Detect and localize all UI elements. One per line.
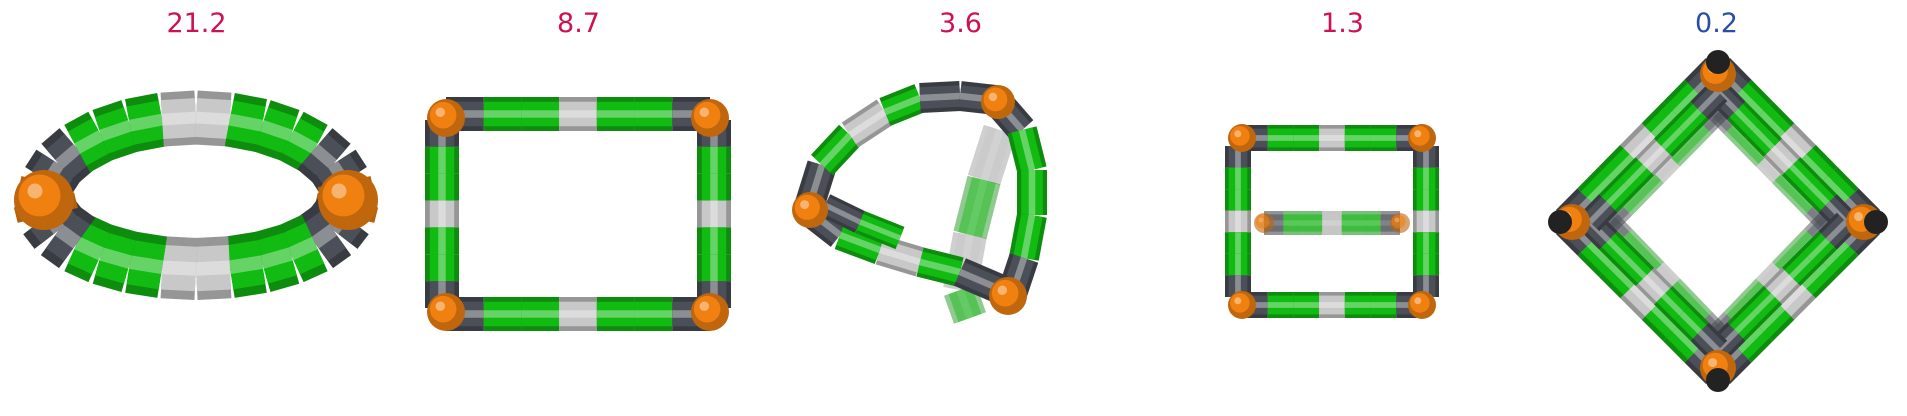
panel-1-value: 21.2 bbox=[166, 8, 227, 39]
panel-5: 0.2 bbox=[1526, 0, 1907, 416]
panel-2: 8.7 bbox=[388, 0, 769, 416]
panel-5-value: 0.2 bbox=[1695, 8, 1738, 39]
panel-4-ring bbox=[1225, 124, 1439, 319]
panel-2-ring bbox=[425, 97, 731, 331]
diamond-5-cap-top bbox=[1706, 50, 1730, 74]
panel-2-value: 8.7 bbox=[557, 8, 600, 39]
diamond-5-cap-bottom bbox=[1706, 368, 1730, 392]
panel-1-ring bbox=[13, 90, 379, 300]
loop-3-back-seg-3 bbox=[943, 284, 987, 324]
panel-4-value: 1.3 bbox=[1321, 8, 1364, 39]
panel-3-value: 3.6 bbox=[939, 8, 982, 39]
diamond-5-cap-right bbox=[1864, 210, 1888, 234]
loop-3-back-seg-1 bbox=[953, 175, 1001, 240]
panel-1: 21.2 bbox=[6, 0, 387, 416]
panel-3-ring bbox=[792, 81, 1047, 324]
panel-5-ring bbox=[1548, 50, 1888, 392]
diamond-5-cap-left bbox=[1548, 210, 1572, 234]
loop-3-back-seg-0 bbox=[967, 124, 1017, 186]
panel-3: 3.6 bbox=[770, 0, 1151, 416]
panel-4: 1.3 bbox=[1152, 0, 1533, 416]
